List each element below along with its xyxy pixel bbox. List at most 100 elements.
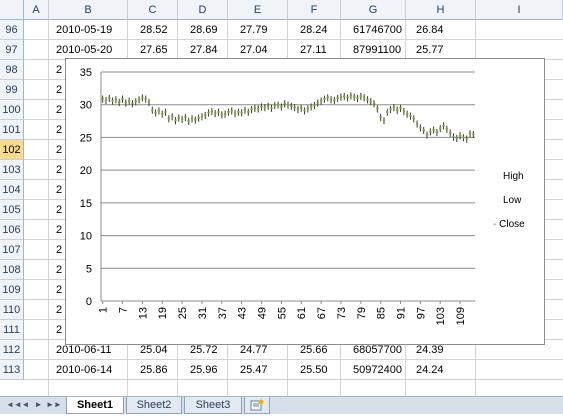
- cell-b109[interactable]: 2: [56, 284, 63, 296]
- cell-d97[interactable]: 27.84: [190, 44, 218, 56]
- x-tick-label: 31: [197, 307, 209, 319]
- row-header-109[interactable]: 109: [0, 280, 24, 300]
- close-marker: [197, 117, 200, 119]
- row-header-108[interactable]: 108: [0, 260, 24, 280]
- row-header-97[interactable]: 97: [0, 40, 24, 60]
- cell-e96[interactable]: 27.79: [240, 24, 268, 36]
- cell-f96[interactable]: 28.24: [300, 24, 328, 36]
- close-marker: [439, 127, 442, 130]
- close-marker: [293, 106, 296, 109]
- cell-e112[interactable]: 24.77: [240, 344, 268, 356]
- row-header-107[interactable]: 107: [0, 240, 24, 260]
- row-header-111[interactable]: 111: [0, 320, 24, 340]
- column-header-b[interactable]: B: [49, 0, 128, 20]
- column-header-i[interactable]: I: [476, 0, 563, 20]
- cell-b107[interactable]: 2: [56, 244, 63, 256]
- cell-f97[interactable]: 27.11: [300, 44, 327, 56]
- cell-b100[interactable]: 2: [56, 104, 63, 116]
- close-marker: [412, 117, 415, 120]
- tab-sheet1[interactable]: Sheet1: [66, 397, 124, 414]
- close-marker: [213, 112, 217, 115]
- close-marker: [210, 110, 214, 113]
- cell-h97[interactable]: 25.77: [416, 44, 444, 56]
- cell-b98[interactable]: 2: [56, 64, 63, 76]
- cell-b105[interactable]: 2: [56, 204, 63, 216]
- close-marker: [161, 113, 164, 115]
- close-marker: [462, 136, 465, 139]
- row-header-112[interactable]: 112: [0, 340, 24, 360]
- close-marker: [296, 108, 300, 111]
- row-header-110[interactable]: 110: [0, 300, 24, 320]
- cell-g96[interactable]: 61746700: [353, 24, 402, 36]
- cell-b101[interactable]: 2: [56, 124, 63, 136]
- row-header-98[interactable]: 98: [0, 60, 24, 80]
- cell-g113[interactable]: 50972400: [353, 364, 402, 376]
- row-header-105[interactable]: 105: [0, 200, 24, 220]
- cell-b113[interactable]: 2010-06-14: [56, 364, 113, 376]
- cell-d113[interactable]: 25.96: [190, 364, 218, 376]
- cell-f113[interactable]: 25.50: [300, 364, 328, 376]
- cell-c97[interactable]: 27.65: [140, 44, 168, 56]
- row-header-113[interactable]: 113: [0, 360, 24, 380]
- close-marker: [101, 98, 104, 100]
- row-header-100[interactable]: 100: [0, 100, 24, 120]
- column-header-c[interactable]: C: [128, 0, 178, 20]
- cell-e113[interactable]: 25.47: [240, 364, 268, 376]
- cell-c96[interactable]: 28.52: [140, 24, 168, 36]
- close-marker: [369, 100, 372, 103]
- tab-sheet2[interactable]: Sheet2: [126, 397, 182, 414]
- cell-b97[interactable]: 2010-05-20: [56, 44, 113, 56]
- row-header-106[interactable]: 106: [0, 220, 24, 240]
- cell-h112[interactable]: 24.39: [416, 344, 444, 356]
- cell-b111[interactable]: 2: [56, 324, 63, 336]
- cell-b96[interactable]: 2010-05-19: [56, 24, 113, 36]
- cell-d112[interactable]: 25.72: [190, 344, 218, 356]
- cell-f112[interactable]: 25.66: [300, 344, 328, 356]
- close-marker: [326, 96, 329, 99]
- row-header-96[interactable]: 96: [0, 20, 24, 40]
- x-tick-label: 1: [98, 307, 110, 313]
- close-marker: [379, 116, 382, 118]
- cell-g97[interactable]: 87991100: [353, 44, 402, 56]
- close-marker: [151, 109, 154, 111]
- prev-sheet-button[interactable]: ◄: [21, 400, 30, 409]
- next-sheet-button[interactable]: ►: [34, 400, 43, 409]
- stock-chart[interactable]: 0 5 10 15 20 25 30 35 1 7 13 19 25 31 37 43 49 55 61 67 73 79…: [65, 58, 545, 345]
- row-header-99[interactable]: 99: [0, 80, 24, 100]
- cell-c113[interactable]: 25.86: [140, 364, 168, 376]
- column-header-e[interactable]: E: [228, 0, 288, 20]
- cell-g112[interactable]: 68057700: [353, 344, 402, 356]
- tab-sheet3[interactable]: Sheet3: [184, 397, 242, 414]
- cell-b108[interactable]: 2: [56, 264, 63, 276]
- cell-b104[interactable]: 2: [56, 184, 63, 196]
- column-header-g[interactable]: G: [341, 0, 406, 20]
- cell-d96[interactable]: 28.69: [190, 24, 218, 36]
- cell-b99[interactable]: 2: [56, 84, 63, 96]
- cell-b103[interactable]: 2: [56, 164, 63, 176]
- close-marker: [263, 106, 267, 109]
- cell-h113[interactable]: 24.24: [416, 364, 444, 376]
- cell-e97[interactable]: 27.04: [240, 44, 268, 56]
- cell-c112[interactable]: 25.04: [140, 344, 168, 356]
- column-header-f[interactable]: F: [288, 0, 341, 20]
- column-header-a[interactable]: A: [24, 0, 49, 20]
- row-header-102[interactable]: 102: [0, 140, 24, 160]
- column-header-h[interactable]: H: [406, 0, 476, 20]
- close-marker: [415, 122, 419, 125]
- row-header-104[interactable]: 104: [0, 180, 24, 200]
- select-all-corner[interactable]: [0, 0, 24, 20]
- close-marker: [141, 96, 144, 99]
- first-sheet-button[interactable]: ◄◄: [6, 400, 22, 409]
- close-marker: [243, 109, 247, 111]
- row-header-101[interactable]: 101: [0, 120, 24, 140]
- insert-sheet-button[interactable]: [244, 397, 270, 414]
- cell-b110[interactable]: 2: [56, 304, 63, 316]
- cell-b106[interactable]: 2: [56, 224, 63, 236]
- close-marker: [240, 111, 243, 114]
- row-header-103[interactable]: 103: [0, 160, 24, 180]
- cell-b112[interactable]: 2010-06-11: [56, 344, 112, 356]
- cell-b102[interactable]: 2: [56, 144, 63, 156]
- cell-h96[interactable]: 26.84: [416, 24, 444, 36]
- last-sheet-button[interactable]: ►►: [46, 400, 62, 409]
- column-header-d[interactable]: D: [178, 0, 228, 20]
